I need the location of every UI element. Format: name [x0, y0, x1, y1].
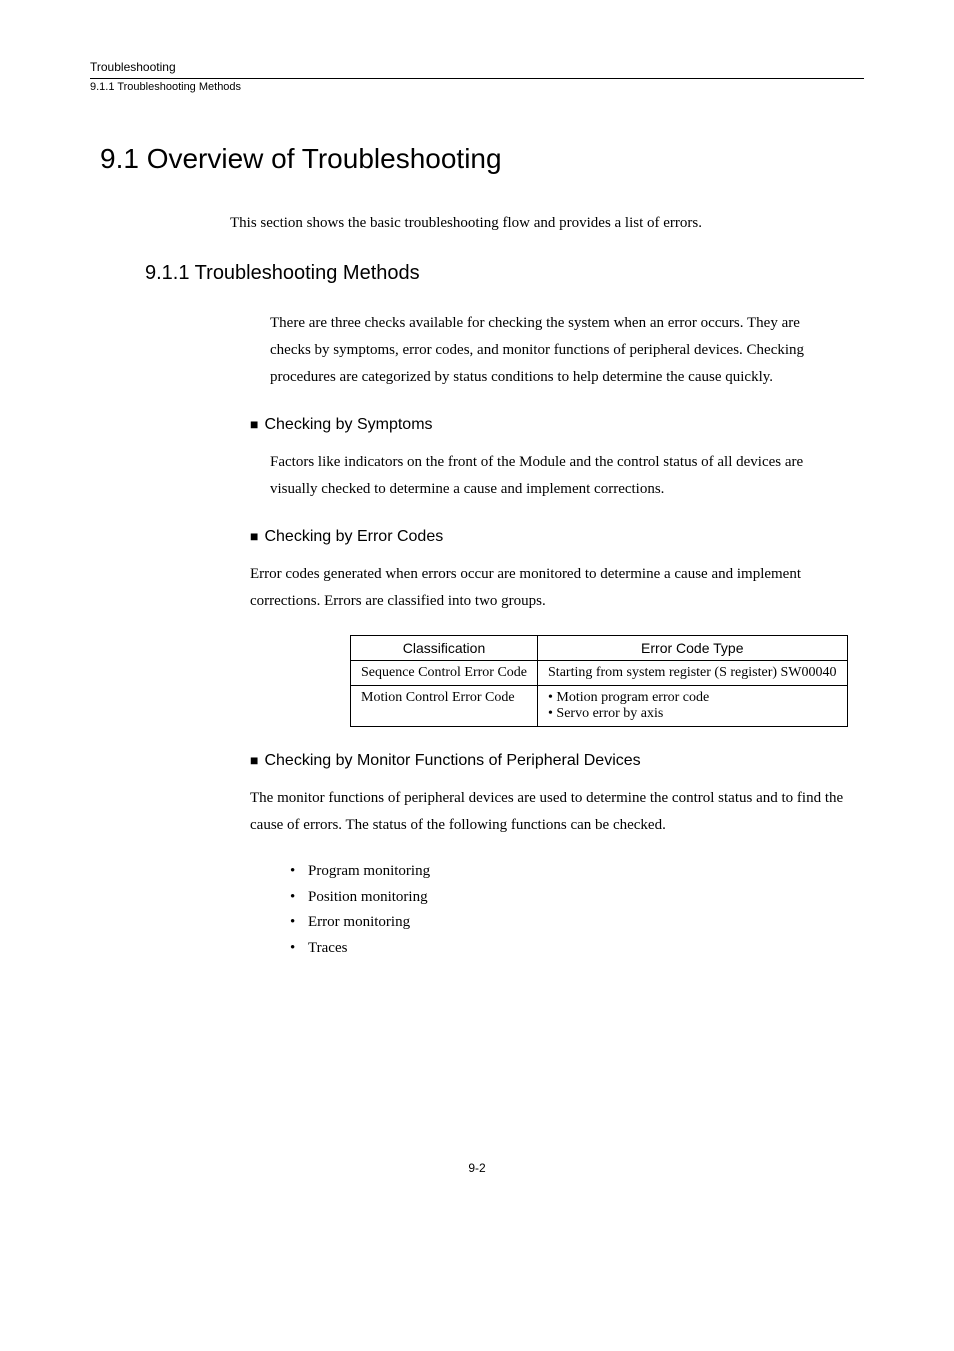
heading-symptoms-text: Checking by Symptoms: [264, 416, 432, 433]
heading-1: 9.1 Overview of Troubleshooting: [100, 143, 864, 175]
table-row: Sequence Control Error Code Starting fro…: [351, 661, 848, 686]
header-rule: [90, 78, 864, 79]
page-number: 9-2: [90, 1161, 864, 1175]
cell-type: • Motion program error code • Servo erro…: [538, 686, 848, 727]
heading-monitor: ■ Checking by Monitor Functions of Periph…: [250, 752, 864, 770]
square-bullet-icon: ■: [250, 528, 258, 544]
square-bullet-icon: ■: [250, 752, 258, 768]
intro-text: This section shows the basic troubleshoo…: [230, 215, 864, 232]
bullet-text: Error monitoring: [308, 910, 410, 936]
chapter-title: Troubleshooting: [90, 60, 176, 74]
bullet-dot-icon: •: [290, 885, 308, 911]
paragraph-monitor: The monitor functions of peripheral devi…: [250, 785, 844, 839]
section-reference: 9.1.1 Troubleshooting Methods: [90, 81, 864, 93]
bullet-list: •Program monitoring •Position monitoring…: [290, 859, 864, 961]
list-item: •Traces: [290, 936, 864, 962]
running-header: Troubleshooting: [90, 60, 864, 74]
col-header-classification: Classification: [351, 636, 538, 661]
bullet-text: Traces: [308, 936, 347, 962]
list-item: •Error monitoring: [290, 910, 864, 936]
list-item: •Position monitoring: [290, 885, 864, 911]
paragraph-methods: There are three checks available for che…: [270, 310, 844, 391]
heading-errorcodes-text: Checking by Error Codes: [264, 528, 443, 545]
heading-monitor-text: Checking by Monitor Functions of Periphe…: [264, 752, 640, 769]
bullet-dot-icon: •: [290, 936, 308, 962]
square-bullet-icon: ■: [250, 416, 258, 432]
paragraph-symptoms: Factors like indicators on the front of …: [270, 449, 844, 503]
cell-type: Starting from system register (S registe…: [538, 661, 848, 686]
page-container: Troubleshooting 9.1.1 Troubleshooting Me…: [0, 0, 954, 1235]
cell-type-line1: • Motion program error code: [548, 690, 837, 706]
bullet-dot-icon: •: [290, 859, 308, 885]
error-code-table: Classification Error Code Type Sequence …: [350, 635, 848, 727]
bullet-dot-icon: •: [290, 910, 308, 936]
heading-2: 9.1.1 Troubleshooting Methods: [145, 262, 864, 285]
cell-classification: Sequence Control Error Code: [351, 661, 538, 686]
heading-symptoms: ■ Checking by Symptoms: [250, 416, 864, 434]
table-row: Motion Control Error Code • Motion progr…: [351, 686, 848, 727]
col-header-type: Error Code Type: [538, 636, 848, 661]
bullet-text: Program monitoring: [308, 859, 430, 885]
list-item: •Program monitoring: [290, 859, 864, 885]
bullet-text: Position monitoring: [308, 885, 428, 911]
table-header-row: Classification Error Code Type: [351, 636, 848, 661]
cell-classification: Motion Control Error Code: [351, 686, 538, 727]
paragraph-errorcodes: Error codes generated when errors occur …: [250, 561, 844, 615]
cell-type-line2: • Servo error by axis: [548, 706, 837, 722]
heading-errorcodes: ■ Checking by Error Codes: [250, 528, 864, 546]
